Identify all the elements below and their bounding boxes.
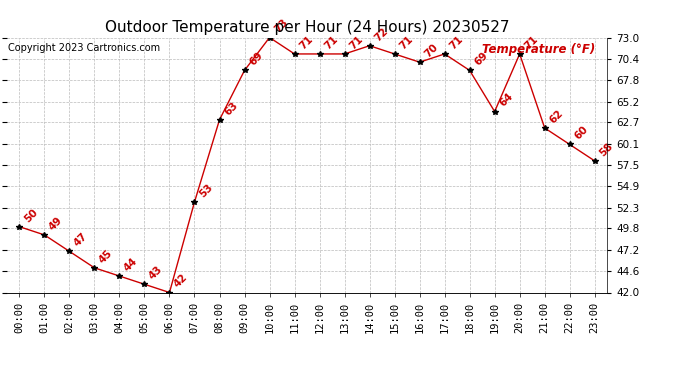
Text: 71: 71 [397, 34, 415, 51]
Text: 71: 71 [322, 34, 339, 51]
Text: 73: 73 [273, 17, 290, 35]
Text: 50: 50 [22, 207, 39, 224]
Text: 64: 64 [497, 92, 515, 109]
Text: 63: 63 [222, 100, 239, 117]
Text: 71: 71 [297, 34, 315, 51]
Text: 60: 60 [573, 124, 590, 142]
Text: 69: 69 [473, 50, 490, 68]
Text: Temperature (°F): Temperature (°F) [482, 43, 595, 56]
Text: 45: 45 [97, 248, 115, 265]
Text: 71: 71 [447, 34, 465, 51]
Text: 71: 71 [522, 34, 540, 51]
Text: 42: 42 [172, 272, 190, 290]
Text: 49: 49 [47, 215, 65, 232]
Text: Copyright 2023 Cartronics.com: Copyright 2023 Cartronics.com [8, 43, 160, 52]
Text: 62: 62 [547, 108, 565, 125]
Text: 71: 71 [347, 34, 365, 51]
Text: 58: 58 [598, 141, 615, 158]
Text: 70: 70 [422, 42, 440, 59]
Text: 72: 72 [373, 26, 390, 43]
Text: 69: 69 [247, 50, 264, 68]
Text: 47: 47 [72, 231, 90, 249]
Text: 53: 53 [197, 182, 215, 199]
Text: 44: 44 [122, 256, 140, 273]
Text: 43: 43 [147, 264, 165, 282]
Title: Outdoor Temperature per Hour (24 Hours) 20230527: Outdoor Temperature per Hour (24 Hours) … [105, 20, 509, 35]
